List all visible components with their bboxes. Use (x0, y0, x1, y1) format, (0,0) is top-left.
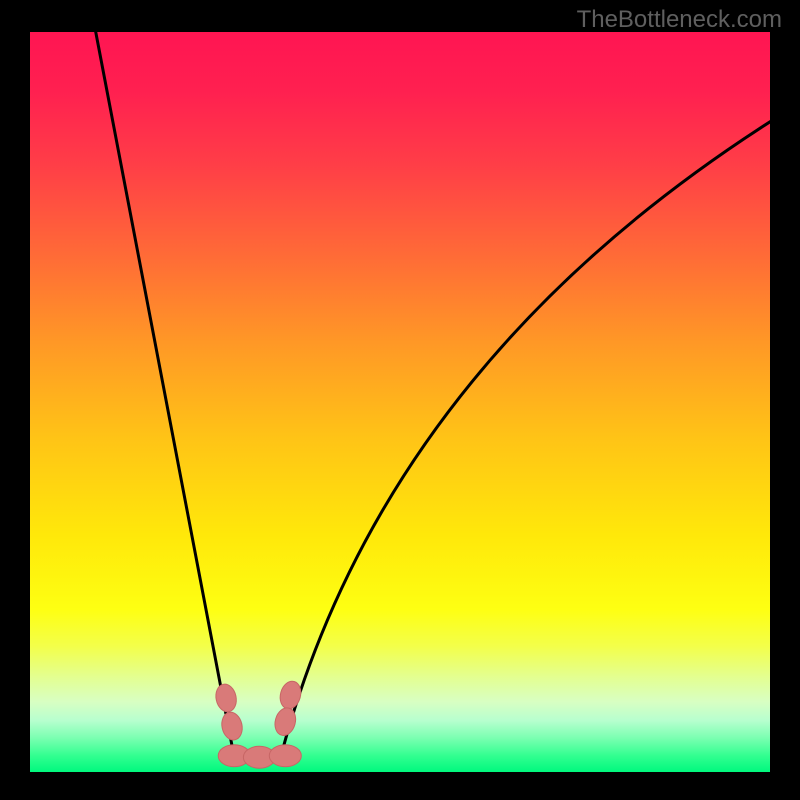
watermark-text: TheBottleneck.com (577, 6, 782, 34)
curve-marker (269, 745, 301, 767)
plot-area (30, 32, 770, 772)
gradient-background (30, 32, 770, 772)
chart-frame: TheBottleneck.com (0, 0, 800, 800)
chart-svg (30, 32, 770, 772)
